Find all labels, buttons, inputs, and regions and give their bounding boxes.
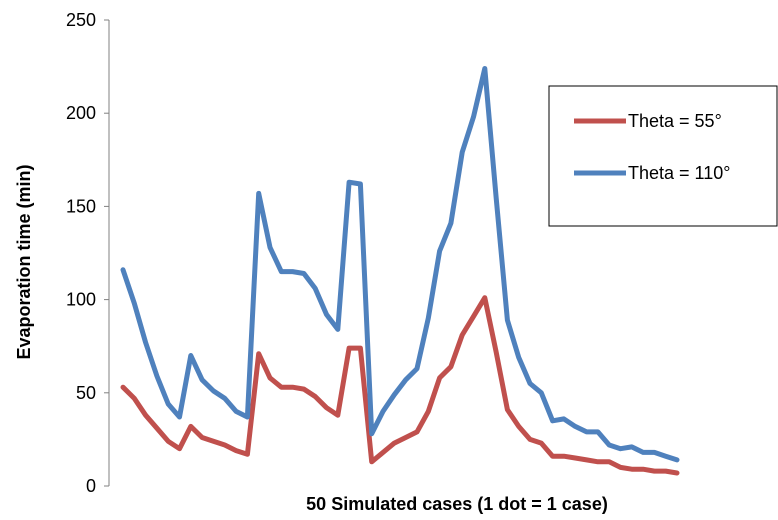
- y-tick-label: 200: [66, 103, 96, 123]
- legend-box: [548, 85, 778, 227]
- y-tick-label: 250: [66, 10, 96, 30]
- y-tick-label: 100: [66, 290, 96, 310]
- y-tick-label: 0: [86, 476, 96, 496]
- series-line-2: [120, 66, 680, 463]
- y-axis-title: Evaporation time (min): [14, 164, 34, 359]
- y-axis: 0 50 100 150 200 250: [66, 10, 110, 496]
- y-tick-label: 150: [66, 196, 96, 216]
- legend-label-1: Theta = 55°: [628, 111, 722, 131]
- plot-area: [120, 66, 680, 476]
- y-tick-label: 50: [76, 383, 96, 403]
- series-line-1: [120, 295, 680, 476]
- x-axis-title: 50 Simulated cases (1 dot = 1 case): [306, 494, 608, 514]
- legend: Theta = 55° Theta = 110°: [548, 85, 778, 227]
- legend-label-2: Theta = 110°: [628, 163, 730, 183]
